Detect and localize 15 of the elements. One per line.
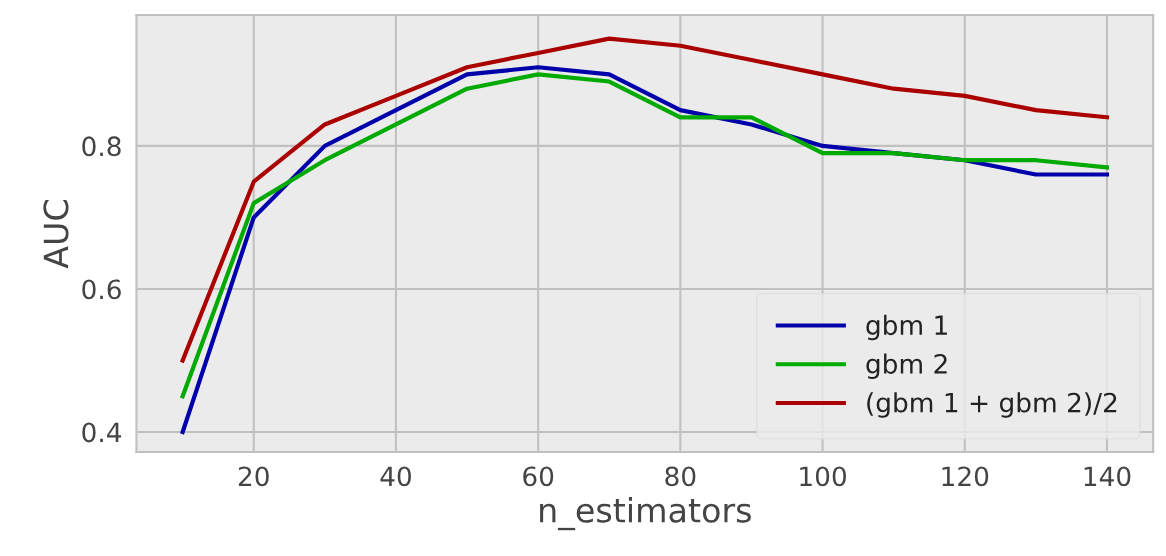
x-tick-label: 100 [800, 466, 846, 487]
y-tick-label: 0.6 [82, 279, 121, 300]
y-tick-label: 0.8 [82, 136, 121, 157]
x-axis-title: n_estimators [540, 497, 751, 531]
x-tick-label: 60 [523, 466, 554, 487]
y-tick-label: 0.4 [82, 422, 122, 443]
legend-label: gbm 1 [866, 314, 947, 341]
x-tick-label: 120 [942, 466, 989, 487]
x-tick-label: 20 [238, 466, 269, 487]
x-tick-label: 140 [1084, 466, 1131, 487]
x-tick-label: 40 [380, 466, 411, 487]
legend-label: (gbm 1 + gbm 2)/2 [867, 392, 1117, 418]
y-axis-title: AUC [43, 200, 69, 269]
x-tick-label: 80 [665, 466, 696, 487]
legend-label: gbm 2 [866, 353, 947, 379]
